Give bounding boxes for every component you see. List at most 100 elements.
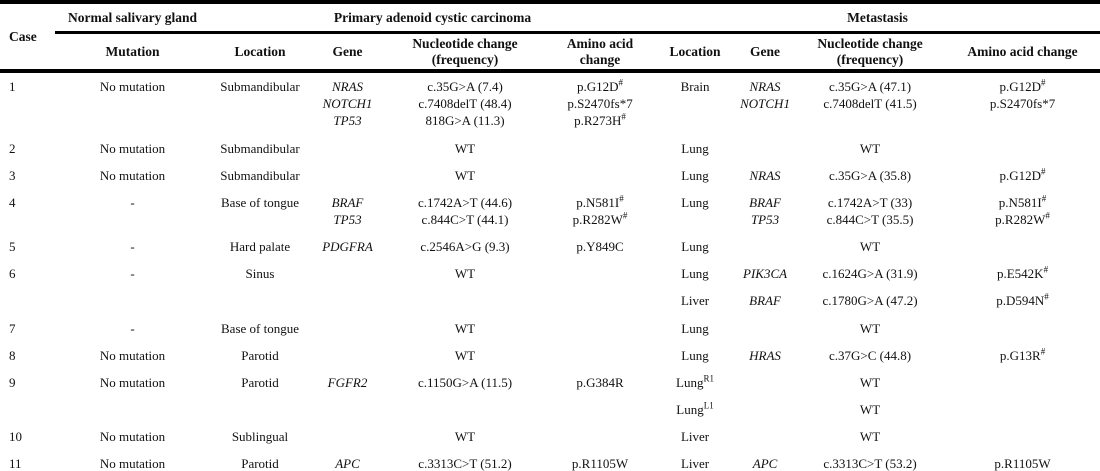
table-row: 7 - Base of tongue WT Lung WT <box>0 315 1100 342</box>
cell-met-gene <box>735 233 795 260</box>
cell-primary-nucleotide <box>385 396 545 423</box>
cell-primary-nucleotide: c.1742A>T (44.6) c.844C>T (44.1) <box>417 195 513 227</box>
cell-met-nucleotide: c.37G>C (44.8) <box>828 348 912 363</box>
header-met-location: Location <box>655 32 736 73</box>
cell-normal-mutation: No mutation <box>99 79 166 94</box>
cell-case: 5 <box>9 239 16 254</box>
cell-normal-mutation: No mutation <box>99 141 166 156</box>
cell-primary-amino <box>545 423 655 450</box>
cell-case: 9 <box>9 375 16 390</box>
cell-primary-amino: p.G384R <box>576 375 624 390</box>
cell-case: 2 <box>9 141 16 156</box>
header-primary-location: Location <box>210 32 310 73</box>
cell-met-amino <box>945 315 1100 342</box>
cell-met-amino: p.R1105W <box>994 456 1051 471</box>
cell-case: 11 <box>9 456 22 471</box>
cell-primary-nucleotide: WT <box>454 429 476 444</box>
cell-met-location: Lung <box>681 266 709 281</box>
cell-met-location: Lung <box>681 195 709 210</box>
cell-primary-nucleotide: WT <box>454 266 476 281</box>
cell-primary-nucleotide: WT <box>454 321 476 336</box>
cell-primary-gene <box>310 423 385 450</box>
cell-primary-location: Base of tongue <box>221 321 299 336</box>
cell-primary-gene <box>310 396 385 423</box>
cell-met-amino: p.G12D# <box>999 166 1046 183</box>
cell-met-location: Lung <box>681 141 709 156</box>
cell-normal-mutation: No mutation <box>99 375 166 390</box>
cell-primary-amino <box>545 287 655 315</box>
cell-primary-location: Sublingual <box>231 429 289 444</box>
cell-normal-mutation: No mutation <box>99 168 166 183</box>
cell-met-nucleotide: WT <box>859 429 881 444</box>
cell-primary-nucleotide: WT <box>454 348 476 363</box>
cell-primary-location: Hard palate <box>229 239 291 254</box>
cell-case <box>0 287 55 315</box>
table-row: 6 - Sinus WT Lung PIK3CA c.1624G>A (31.9) p.E54… <box>0 260 1100 287</box>
cell-case <box>0 396 55 423</box>
cell-met-amino: p.N581I# p.R282W# <box>995 193 1050 227</box>
cell-met-location: Liver <box>680 429 710 444</box>
table-row: Liver BRAF c.1780G>A (47.2) p.D594N# <box>0 287 1100 315</box>
table-row: LungL1 WT <box>0 396 1100 423</box>
cell-case: 1 <box>9 79 16 94</box>
cell-primary-location: Parotid <box>241 375 279 390</box>
cell-primary-location: Submandibular <box>220 141 300 156</box>
cell-primary-gene: FGFR2 <box>327 375 368 390</box>
cell-met-location: Liver <box>680 456 710 471</box>
cell-primary-location <box>210 287 310 315</box>
cell-met-location: Lung <box>681 239 709 254</box>
cell-primary-nucleotide: c.2546A>G (9.3) <box>420 239 510 254</box>
cell-met-gene: APC <box>752 456 778 471</box>
table-row: 5 - Hard palate PDGFRA c.2546A>G (9.3) p.Y849… <box>0 233 1100 260</box>
cell-normal-mutation <box>55 396 210 423</box>
header-primary-amino: Amino acid change <box>545 32 656 73</box>
cell-primary-amino <box>545 342 655 369</box>
header-met-amino: Amino acid change <box>945 32 1100 73</box>
cell-met-gene <box>735 369 795 396</box>
cell-met-nucleotide: c.1780G>A (47.2) <box>822 293 918 308</box>
cell-primary-location: Parotid <box>241 348 279 363</box>
cell-primary-location <box>210 396 310 423</box>
cell-met-location: Lung <box>681 348 709 363</box>
header-mutation: Mutation <box>55 32 210 73</box>
cell-met-gene: BRAF TP53 <box>749 195 781 227</box>
cell-met-location: Brain <box>680 79 710 94</box>
cell-met-amino <box>945 369 1100 396</box>
cell-primary-location: Base of tongue <box>221 195 299 210</box>
group-metastasis: Metastasis <box>655 2 1100 34</box>
cell-met-amino <box>945 233 1100 260</box>
cell-met-nucleotide: WT <box>859 239 881 254</box>
cell-primary-amino: p.Y849C <box>576 239 624 254</box>
cell-primary-gene <box>310 135 385 162</box>
cell-met-gene: NRAS NOTCH1 <box>740 79 790 111</box>
table-row: 4 - Base of tongue BRAF TP53 c.1742A>T (44.6)… <box>0 189 1100 233</box>
cell-met-amino: p.E542K# <box>996 264 1049 281</box>
cell-normal-mutation: - <box>130 266 135 281</box>
cell-primary-gene <box>310 342 385 369</box>
cell-met-amino: p.G13R# <box>999 346 1046 363</box>
cell-met-gene <box>735 423 795 450</box>
cell-primary-amino: p.G12D# p.S2470fs*7 p.R273H# <box>567 77 633 128</box>
cell-primary-amino <box>545 315 655 342</box>
cell-primary-gene <box>310 287 385 315</box>
cell-case: 3 <box>9 168 16 183</box>
cell-normal-mutation: No mutation <box>99 429 166 444</box>
cell-met-location: Liver <box>680 293 710 308</box>
cell-primary-gene: NRAS NOTCH1 TP53 <box>322 79 373 128</box>
cell-primary-gene: PDGFRA <box>322 239 373 254</box>
cell-normal-mutation: - <box>130 321 135 336</box>
cell-case: 10 <box>9 429 22 444</box>
cell-primary-amino <box>545 162 655 189</box>
cell-met-gene: NRAS <box>749 168 781 183</box>
cell-normal-mutation: No mutation <box>99 348 166 363</box>
cell-primary-nucleotide: c.35G>A (7.4) c.7408delT (48.4) 818G>A (11… <box>418 79 512 128</box>
cell-met-amino: p.G12D# p.S2470fs*7 <box>989 77 1056 111</box>
cell-normal-mutation: - <box>130 195 135 210</box>
cell-primary-amino <box>545 396 655 423</box>
cell-primary-amino <box>545 260 655 287</box>
cell-primary-location: Sinus <box>245 266 275 281</box>
cell-primary-gene: APC <box>335 456 360 471</box>
cell-primary-nucleotide: WT <box>454 141 476 156</box>
cell-met-nucleotide: WT <box>859 141 881 156</box>
